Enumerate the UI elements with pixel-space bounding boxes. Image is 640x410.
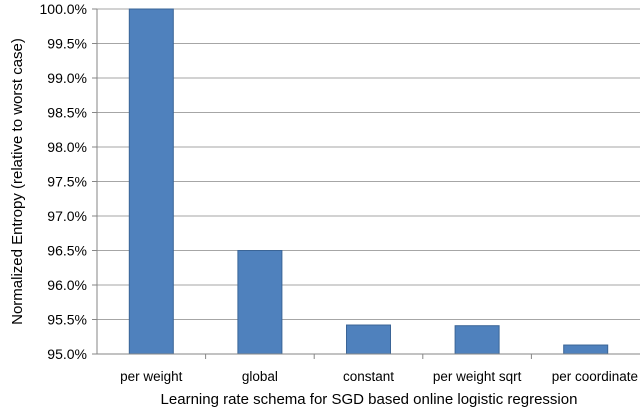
axes — [92, 8, 640, 359]
bar — [237, 250, 283, 355]
bar — [454, 325, 500, 355]
y-tick-label: 99.5% — [47, 36, 87, 52]
y-tick-label: 97.0% — [47, 208, 87, 224]
x-tick-label: per weight — [120, 369, 183, 384]
y-tick-label: 97.5% — [47, 174, 87, 190]
y-tick-label: 98.0% — [47, 139, 87, 155]
y-tick-label: 96.0% — [47, 277, 87, 293]
y-tick-label: 100.0% — [40, 1, 87, 17]
y-tick-label: 96.5% — [47, 243, 87, 259]
bar — [563, 344, 609, 355]
x-tick-labels: per weight global constant per weight sqrt p… — [120, 369, 638, 384]
y-axis-title: Normalized Entropy (relative to worst ca… — [9, 38, 26, 325]
x-tick-label: per weight sqrt — [433, 369, 522, 384]
bar — [346, 324, 391, 355]
y-tick-labels: 95.0% 95.5% 96.0% 96.5% 97.0% 97.5% 98.0% 98.5%… — [40, 1, 87, 362]
x-tick-label: per coordinate — [552, 369, 638, 384]
x-tick-label: constant — [343, 369, 394, 384]
y-tick-label: 95.0% — [47, 346, 87, 362]
y-tick-label: 99.0% — [47, 70, 87, 86]
gridlines — [97, 8, 640, 320]
x-axis-title: Learning rate schema for SGD based onlin… — [161, 391, 578, 408]
y-tick-label: 98.5% — [47, 105, 87, 121]
x-tick-label: global — [242, 369, 278, 384]
bar — [128, 8, 174, 355]
y-tick-label: 95.5% — [47, 312, 87, 328]
